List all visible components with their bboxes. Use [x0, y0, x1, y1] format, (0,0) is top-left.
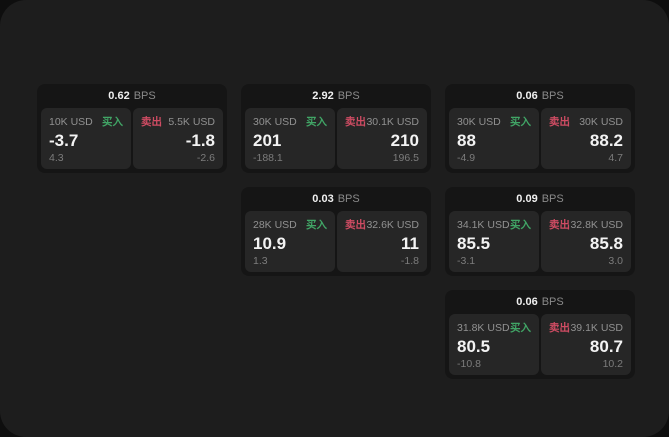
sell-panel[interactable]: 卖出 32.6K USD 11 -1.8 — [337, 211, 427, 272]
quote-card: 0.06 BPS 30K USD 买入 88 -4.9 卖出 30K USD — [445, 84, 635, 173]
spread-unit: BPS — [541, 296, 564, 308]
sell-price: 11 — [401, 234, 419, 253]
sell-price: 88.2 — [589, 131, 623, 150]
spread-header: 0.03 BPS — [245, 187, 427, 211]
sell-delta: -1.8 — [400, 255, 419, 267]
spread-header: 0.06 BPS — [449, 84, 631, 108]
buy-panel[interactable]: 31.8K USD 买入 80.5 -10.8 — [449, 314, 539, 375]
buy-price: 88 — [457, 131, 476, 150]
sell-notional: 32.6K USD — [366, 218, 419, 231]
spread-unit: BPS — [133, 90, 156, 102]
sell-price: 85.8 — [589, 234, 623, 253]
sell-side-label: 卖出 — [345, 116, 366, 128]
sell-notional: 30.1K USD — [366, 115, 419, 128]
buy-notional: 30K USD — [457, 115, 501, 128]
sell-delta: 4.7 — [608, 152, 623, 164]
spread-value: 0.03 — [312, 193, 334, 205]
buy-delta: -4.9 — [457, 152, 476, 164]
sell-delta: -2.6 — [196, 152, 215, 164]
sell-side-label: 卖出 — [549, 322, 570, 334]
sell-notional: 30K USD — [579, 115, 623, 128]
sell-delta: 10.2 — [602, 358, 623, 370]
sell-panel[interactable]: 卖出 32.8K USD 85.8 3.0 — [541, 211, 631, 272]
buy-notional: 28K USD — [253, 218, 297, 231]
buy-panel[interactable]: 10K USD 买入 -3.7 4.3 — [41, 108, 131, 169]
sell-price: 80.7 — [589, 337, 623, 356]
buy-notional: 34.1K USD — [457, 218, 510, 231]
spread-unit: BPS — [541, 90, 564, 102]
spread-value: 2.92 — [312, 90, 334, 102]
sell-panel[interactable]: 卖出 30.1K USD 210 196.5 — [337, 108, 427, 169]
quote-card: 2.92 BPS 30K USD 买入 201 -188.1 卖出 30.1K … — [241, 84, 431, 173]
spread-header: 0.09 BPS — [449, 187, 631, 211]
buy-notional: 31.8K USD — [457, 321, 510, 334]
sell-notional: 32.8K USD — [570, 218, 623, 231]
spread-value: 0.09 — [516, 193, 538, 205]
sell-side-label: 卖出 — [345, 219, 366, 231]
sell-panel[interactable]: 卖出 39.1K USD 80.7 10.2 — [541, 314, 631, 375]
buy-price: -3.7 — [49, 131, 79, 150]
sell-panel[interactable]: 卖出 30K USD 88.2 4.7 — [541, 108, 631, 169]
buy-delta: -3.1 — [457, 255, 476, 267]
buy-notional: 10K USD — [49, 115, 93, 128]
sell-notional: 39.1K USD — [570, 321, 623, 334]
buy-side-label: 买入 — [306, 116, 327, 128]
buy-delta: -188.1 — [253, 152, 283, 164]
spread-value: 0.06 — [516, 296, 538, 308]
sell-delta: 196.5 — [392, 152, 419, 164]
sell-delta: 3.0 — [608, 255, 623, 267]
buy-delta: 4.3 — [49, 152, 64, 164]
sell-panel[interactable]: 卖出 5.5K USD -1.8 -2.6 — [133, 108, 223, 169]
buy-price: 80.5 — [457, 337, 491, 356]
spread-header: 0.06 BPS — [449, 290, 631, 314]
buy-panel[interactable]: 30K USD 买入 88 -4.9 — [449, 108, 539, 169]
buy-price: 10.9 — [253, 234, 287, 253]
spread-value: 0.06 — [516, 90, 538, 102]
buy-delta: -10.8 — [457, 358, 481, 370]
spread-unit: BPS — [337, 193, 360, 205]
buy-price: 201 — [253, 131, 282, 150]
buy-panel[interactable]: 28K USD 买入 10.9 1.3 — [245, 211, 335, 272]
quote-card: 0.62 BPS 10K USD 买入 -3.7 4.3 卖出 5.5K USD — [37, 84, 227, 173]
spread-value: 0.62 — [108, 90, 130, 102]
buy-panel[interactable]: 30K USD 买入 201 -188.1 — [245, 108, 335, 169]
buy-notional: 30K USD — [253, 115, 297, 128]
spread-unit: BPS — [541, 193, 564, 205]
sell-side-label: 卖出 — [549, 219, 570, 231]
buy-price: 85.5 — [457, 234, 491, 253]
buy-side-label: 买入 — [510, 219, 531, 231]
buy-delta: 1.3 — [253, 255, 268, 267]
spread-header: 2.92 BPS — [245, 84, 427, 108]
sell-notional: 5.5K USD — [168, 115, 215, 128]
quote-card: 0.03 BPS 28K USD 买入 10.9 1.3 卖出 32.6K US… — [241, 187, 431, 276]
quote-card-grid: 0.62 BPS 10K USD 买入 -3.7 4.3 卖出 5.5K USD — [37, 84, 635, 379]
buy-side-label: 买入 — [510, 116, 531, 128]
sell-price: -1.8 — [185, 131, 215, 150]
quote-card: 0.06 BPS 31.8K USD 买入 80.5 -10.8 卖出 39.1… — [445, 290, 635, 379]
sell-side-label: 卖出 — [549, 116, 570, 128]
spread-header: 0.62 BPS — [41, 84, 223, 108]
sell-price: 210 — [390, 131, 419, 150]
spread-unit: BPS — [337, 90, 360, 102]
quote-card: 0.09 BPS 34.1K USD 买入 85.5 -3.1 卖出 32.8K… — [445, 187, 635, 276]
sell-side-label: 卖出 — [141, 116, 162, 128]
buy-side-label: 买入 — [306, 219, 327, 231]
buy-panel[interactable]: 34.1K USD 买入 85.5 -3.1 — [449, 211, 539, 272]
buy-side-label: 买入 — [102, 116, 123, 128]
buy-side-label: 买入 — [510, 322, 531, 334]
